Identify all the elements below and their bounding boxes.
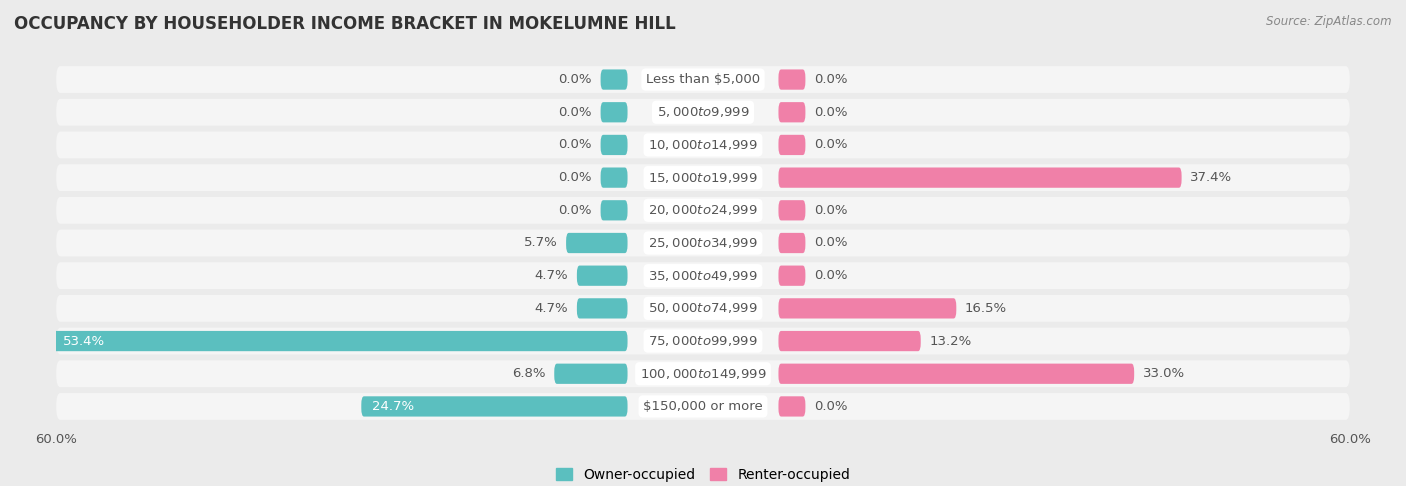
Text: 24.7%: 24.7%	[373, 400, 415, 413]
FancyBboxPatch shape	[779, 331, 921, 351]
Legend: Owner-occupied, Renter-occupied: Owner-occupied, Renter-occupied	[550, 462, 856, 486]
FancyBboxPatch shape	[56, 132, 1350, 158]
FancyBboxPatch shape	[600, 102, 627, 122]
FancyBboxPatch shape	[56, 262, 1350, 289]
FancyBboxPatch shape	[56, 197, 1350, 224]
Text: $50,000 to $74,999: $50,000 to $74,999	[648, 301, 758, 315]
Text: 0.0%: 0.0%	[814, 106, 848, 119]
FancyBboxPatch shape	[56, 164, 1350, 191]
Text: 4.7%: 4.7%	[534, 302, 568, 315]
FancyBboxPatch shape	[600, 168, 627, 188]
FancyBboxPatch shape	[779, 168, 1181, 188]
FancyBboxPatch shape	[56, 393, 1350, 420]
Text: 53.4%: 53.4%	[63, 334, 105, 347]
Text: 33.0%: 33.0%	[1143, 367, 1185, 380]
FancyBboxPatch shape	[56, 328, 1350, 354]
FancyBboxPatch shape	[600, 200, 627, 221]
FancyBboxPatch shape	[779, 396, 806, 417]
FancyBboxPatch shape	[779, 135, 806, 155]
Text: 0.0%: 0.0%	[558, 204, 592, 217]
FancyBboxPatch shape	[567, 233, 627, 253]
Text: $35,000 to $49,999: $35,000 to $49,999	[648, 269, 758, 283]
Text: $150,000 or more: $150,000 or more	[643, 400, 763, 413]
Text: $100,000 to $149,999: $100,000 to $149,999	[640, 367, 766, 381]
Text: 0.0%: 0.0%	[558, 139, 592, 152]
Text: 13.2%: 13.2%	[929, 334, 972, 347]
Text: OCCUPANCY BY HOUSEHOLDER INCOME BRACKET IN MOKELUMNE HILL: OCCUPANCY BY HOUSEHOLDER INCOME BRACKET …	[14, 15, 676, 33]
Text: $25,000 to $34,999: $25,000 to $34,999	[648, 236, 758, 250]
FancyBboxPatch shape	[779, 298, 956, 318]
FancyBboxPatch shape	[56, 360, 1350, 387]
FancyBboxPatch shape	[600, 135, 627, 155]
Text: 6.8%: 6.8%	[512, 367, 546, 380]
Text: Less than $5,000: Less than $5,000	[645, 73, 761, 86]
Text: 0.0%: 0.0%	[814, 237, 848, 249]
Text: 4.7%: 4.7%	[534, 269, 568, 282]
FancyBboxPatch shape	[56, 295, 1350, 322]
Text: 0.0%: 0.0%	[814, 139, 848, 152]
FancyBboxPatch shape	[779, 233, 806, 253]
Text: $75,000 to $99,999: $75,000 to $99,999	[648, 334, 758, 348]
FancyBboxPatch shape	[779, 200, 806, 221]
FancyBboxPatch shape	[779, 364, 1135, 384]
FancyBboxPatch shape	[576, 265, 627, 286]
Text: 0.0%: 0.0%	[558, 73, 592, 86]
FancyBboxPatch shape	[779, 102, 806, 122]
Text: 5.7%: 5.7%	[523, 237, 558, 249]
FancyBboxPatch shape	[576, 298, 627, 318]
Text: 0.0%: 0.0%	[558, 106, 592, 119]
Text: 37.4%: 37.4%	[1191, 171, 1232, 184]
FancyBboxPatch shape	[779, 265, 806, 286]
FancyBboxPatch shape	[56, 99, 1350, 126]
Text: $20,000 to $24,999: $20,000 to $24,999	[648, 203, 758, 217]
FancyBboxPatch shape	[554, 364, 627, 384]
FancyBboxPatch shape	[52, 331, 627, 351]
Text: $5,000 to $9,999: $5,000 to $9,999	[657, 105, 749, 119]
Text: 16.5%: 16.5%	[965, 302, 1007, 315]
FancyBboxPatch shape	[779, 69, 806, 90]
FancyBboxPatch shape	[56, 229, 1350, 257]
Text: 0.0%: 0.0%	[814, 269, 848, 282]
FancyBboxPatch shape	[56, 66, 1350, 93]
Text: 0.0%: 0.0%	[814, 400, 848, 413]
Text: 0.0%: 0.0%	[814, 73, 848, 86]
FancyBboxPatch shape	[600, 69, 627, 90]
Text: $15,000 to $19,999: $15,000 to $19,999	[648, 171, 758, 185]
Text: 0.0%: 0.0%	[558, 171, 592, 184]
FancyBboxPatch shape	[361, 396, 627, 417]
Text: Source: ZipAtlas.com: Source: ZipAtlas.com	[1267, 15, 1392, 28]
Text: 0.0%: 0.0%	[814, 204, 848, 217]
Text: $10,000 to $14,999: $10,000 to $14,999	[648, 138, 758, 152]
